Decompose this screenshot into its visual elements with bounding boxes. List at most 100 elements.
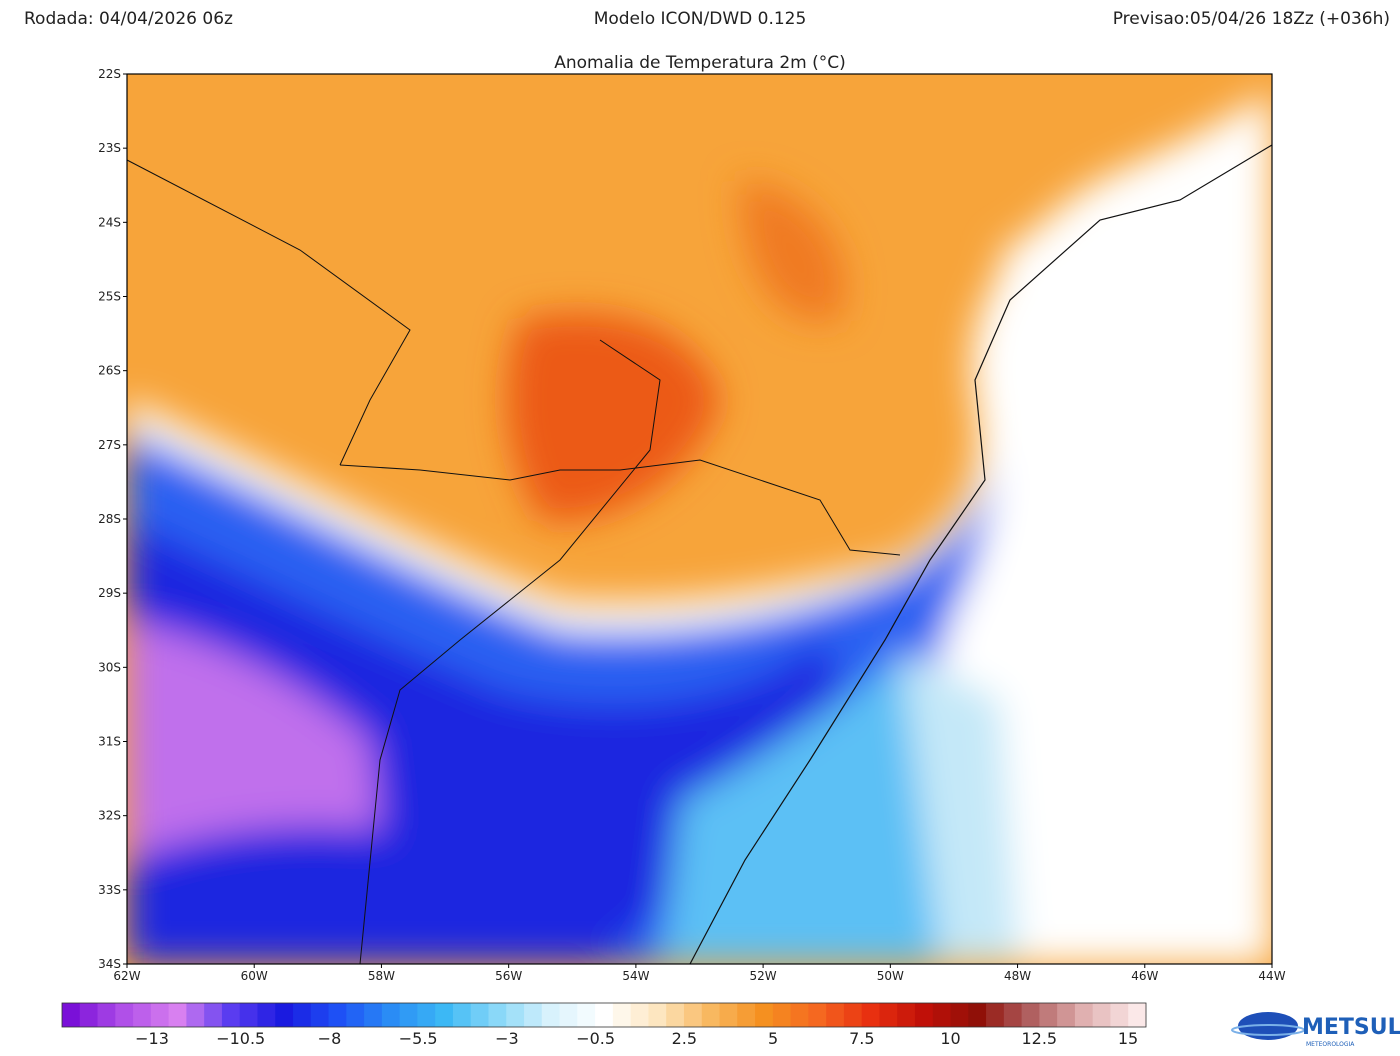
border [339, 459, 901, 556]
colorbar-frame [61, 1002, 1147, 1028]
colorbar-swatch [772, 1003, 792, 1027]
logo-ring [1231, 1024, 1305, 1036]
lat-label: 31S [98, 735, 121, 749]
colorbar-label: 15 [1118, 1029, 1138, 1048]
colorbar-swatch [612, 1003, 632, 1027]
colorbar-swatch [1110, 1003, 1129, 1027]
colorbar-swatch [630, 1003, 649, 1027]
forecast-label: Previsao:05/04/26 18Zz (+036h) [1113, 9, 1390, 29]
colorbar-swatch [452, 1003, 472, 1027]
colorbar-swatch [364, 1003, 383, 1027]
colorbar-swatch [168, 1003, 187, 1027]
colorbar-swatch [221, 1003, 241, 1027]
colorbar-swatch [524, 1003, 543, 1027]
colorbar-swatch [755, 1003, 774, 1027]
colorbar-swatch [257, 1003, 276, 1027]
colorbar-swatch [470, 1003, 489, 1027]
colorbar-swatch [648, 1003, 667, 1027]
lat-label: 34S [98, 957, 121, 971]
colorbar-swatch [399, 1003, 418, 1027]
lat-label: 30S [98, 660, 121, 674]
colorbar-swatch [1021, 1003, 1040, 1027]
lat-label: 22S [98, 67, 121, 81]
lon-label: 50W [877, 969, 904, 983]
lat-label: 27S [98, 438, 121, 452]
colorbar-swatch [932, 1003, 952, 1027]
colorbar-swatch [541, 1003, 561, 1027]
colorbar-swatch [790, 1003, 809, 1027]
colorbar-swatch [417, 1003, 436, 1027]
colorbar-swatch [808, 1003, 827, 1027]
colorbar-swatch [986, 1003, 1005, 1027]
border [127, 159, 411, 466]
colorbar-swatch [239, 1003, 258, 1027]
colorbar-swatch [1092, 1003, 1111, 1027]
logo-tagline: METEOROLOGIA [1306, 1041, 1355, 1048]
colorbar-swatch [328, 1003, 347, 1027]
colorbar-swatch [577, 1003, 596, 1027]
lon-label: 44W [1258, 969, 1285, 983]
colorbar-swatch [79, 1003, 99, 1027]
colorbar-swatch [62, 1003, 81, 1027]
colorbar-swatch [1128, 1003, 1147, 1027]
colorbar-swatch [737, 1003, 756, 1027]
lon-label: 60W [241, 969, 268, 983]
colorbar-label: 7.5 [849, 1029, 874, 1048]
lon-label: 48W [1004, 969, 1031, 983]
lon-label: 56W [495, 969, 522, 983]
colorbar-swatch [1003, 1003, 1023, 1027]
colorbar-swatch [97, 1003, 116, 1027]
colorbar-label: −10.5 [216, 1029, 265, 1048]
colorbar-swatch [275, 1003, 294, 1027]
colorbar-label: −8 [318, 1029, 342, 1048]
border [359, 339, 661, 964]
colorbar-swatch [950, 1003, 969, 1027]
colorbar-swatch [150, 1003, 170, 1027]
colorbar-swatch [435, 1003, 454, 1027]
colorbar-swatch [310, 1003, 330, 1027]
lat-label: 24S [98, 215, 121, 229]
colorbar-swatch [488, 1003, 507, 1027]
lon-label: 62W [113, 969, 140, 983]
colorbar-swatch [897, 1003, 916, 1027]
lon-label: 46W [1131, 969, 1158, 983]
colorbar-swatch [683, 1003, 703, 1027]
colorbar-label: 12.5 [1021, 1029, 1057, 1048]
colorbar-swatch [559, 1003, 578, 1027]
colorbar-swatch [1074, 1003, 1094, 1027]
colorbar-label: −0.5 [576, 1029, 615, 1048]
lon-label: 58W [368, 969, 395, 983]
colorbar-swatch [914, 1003, 934, 1027]
colorbar-swatch [506, 1003, 525, 1027]
colorbar-swatch [826, 1003, 845, 1027]
model-label: Modelo ICON/DWD 0.125 [594, 9, 807, 29]
colorbar-swatch [1057, 1003, 1076, 1027]
logo: METSUL METEOROLOGIA [1231, 1012, 1400, 1048]
colorbar-swatch [666, 1003, 685, 1027]
colorbar-swatch [186, 1003, 205, 1027]
colorbar-swatch [719, 1003, 738, 1027]
colorbar-swatch [701, 1003, 721, 1027]
colorbar-swatch [968, 1003, 987, 1027]
lat-label: 29S [98, 586, 121, 600]
lat-label: 32S [98, 809, 121, 823]
colorbar-label: 5 [768, 1029, 778, 1048]
run-label: Rodada: 04/04/2026 06z [24, 9, 233, 29]
lon-label: 52W [750, 969, 777, 983]
logo-name: METSUL [1302, 1015, 1400, 1040]
colorbar-swatch [346, 1003, 365, 1027]
lat-label: 23S [98, 141, 121, 155]
coastline [689, 144, 1272, 964]
colorbar-swatch [1039, 1003, 1058, 1027]
colorbar-swatch [595, 1003, 614, 1027]
colorbar-swatch [204, 1003, 223, 1027]
lat-label: 25S [98, 290, 121, 304]
colorbar-label: −13 [135, 1029, 169, 1048]
colorbar-swatch [879, 1003, 898, 1027]
colorbar-swatch [133, 1003, 152, 1027]
anomaly-field [127, 74, 1272, 964]
colorbar-swatch [861, 1003, 880, 1027]
lat-label: 28S [98, 512, 121, 526]
colorbar-swatch [381, 1003, 401, 1027]
